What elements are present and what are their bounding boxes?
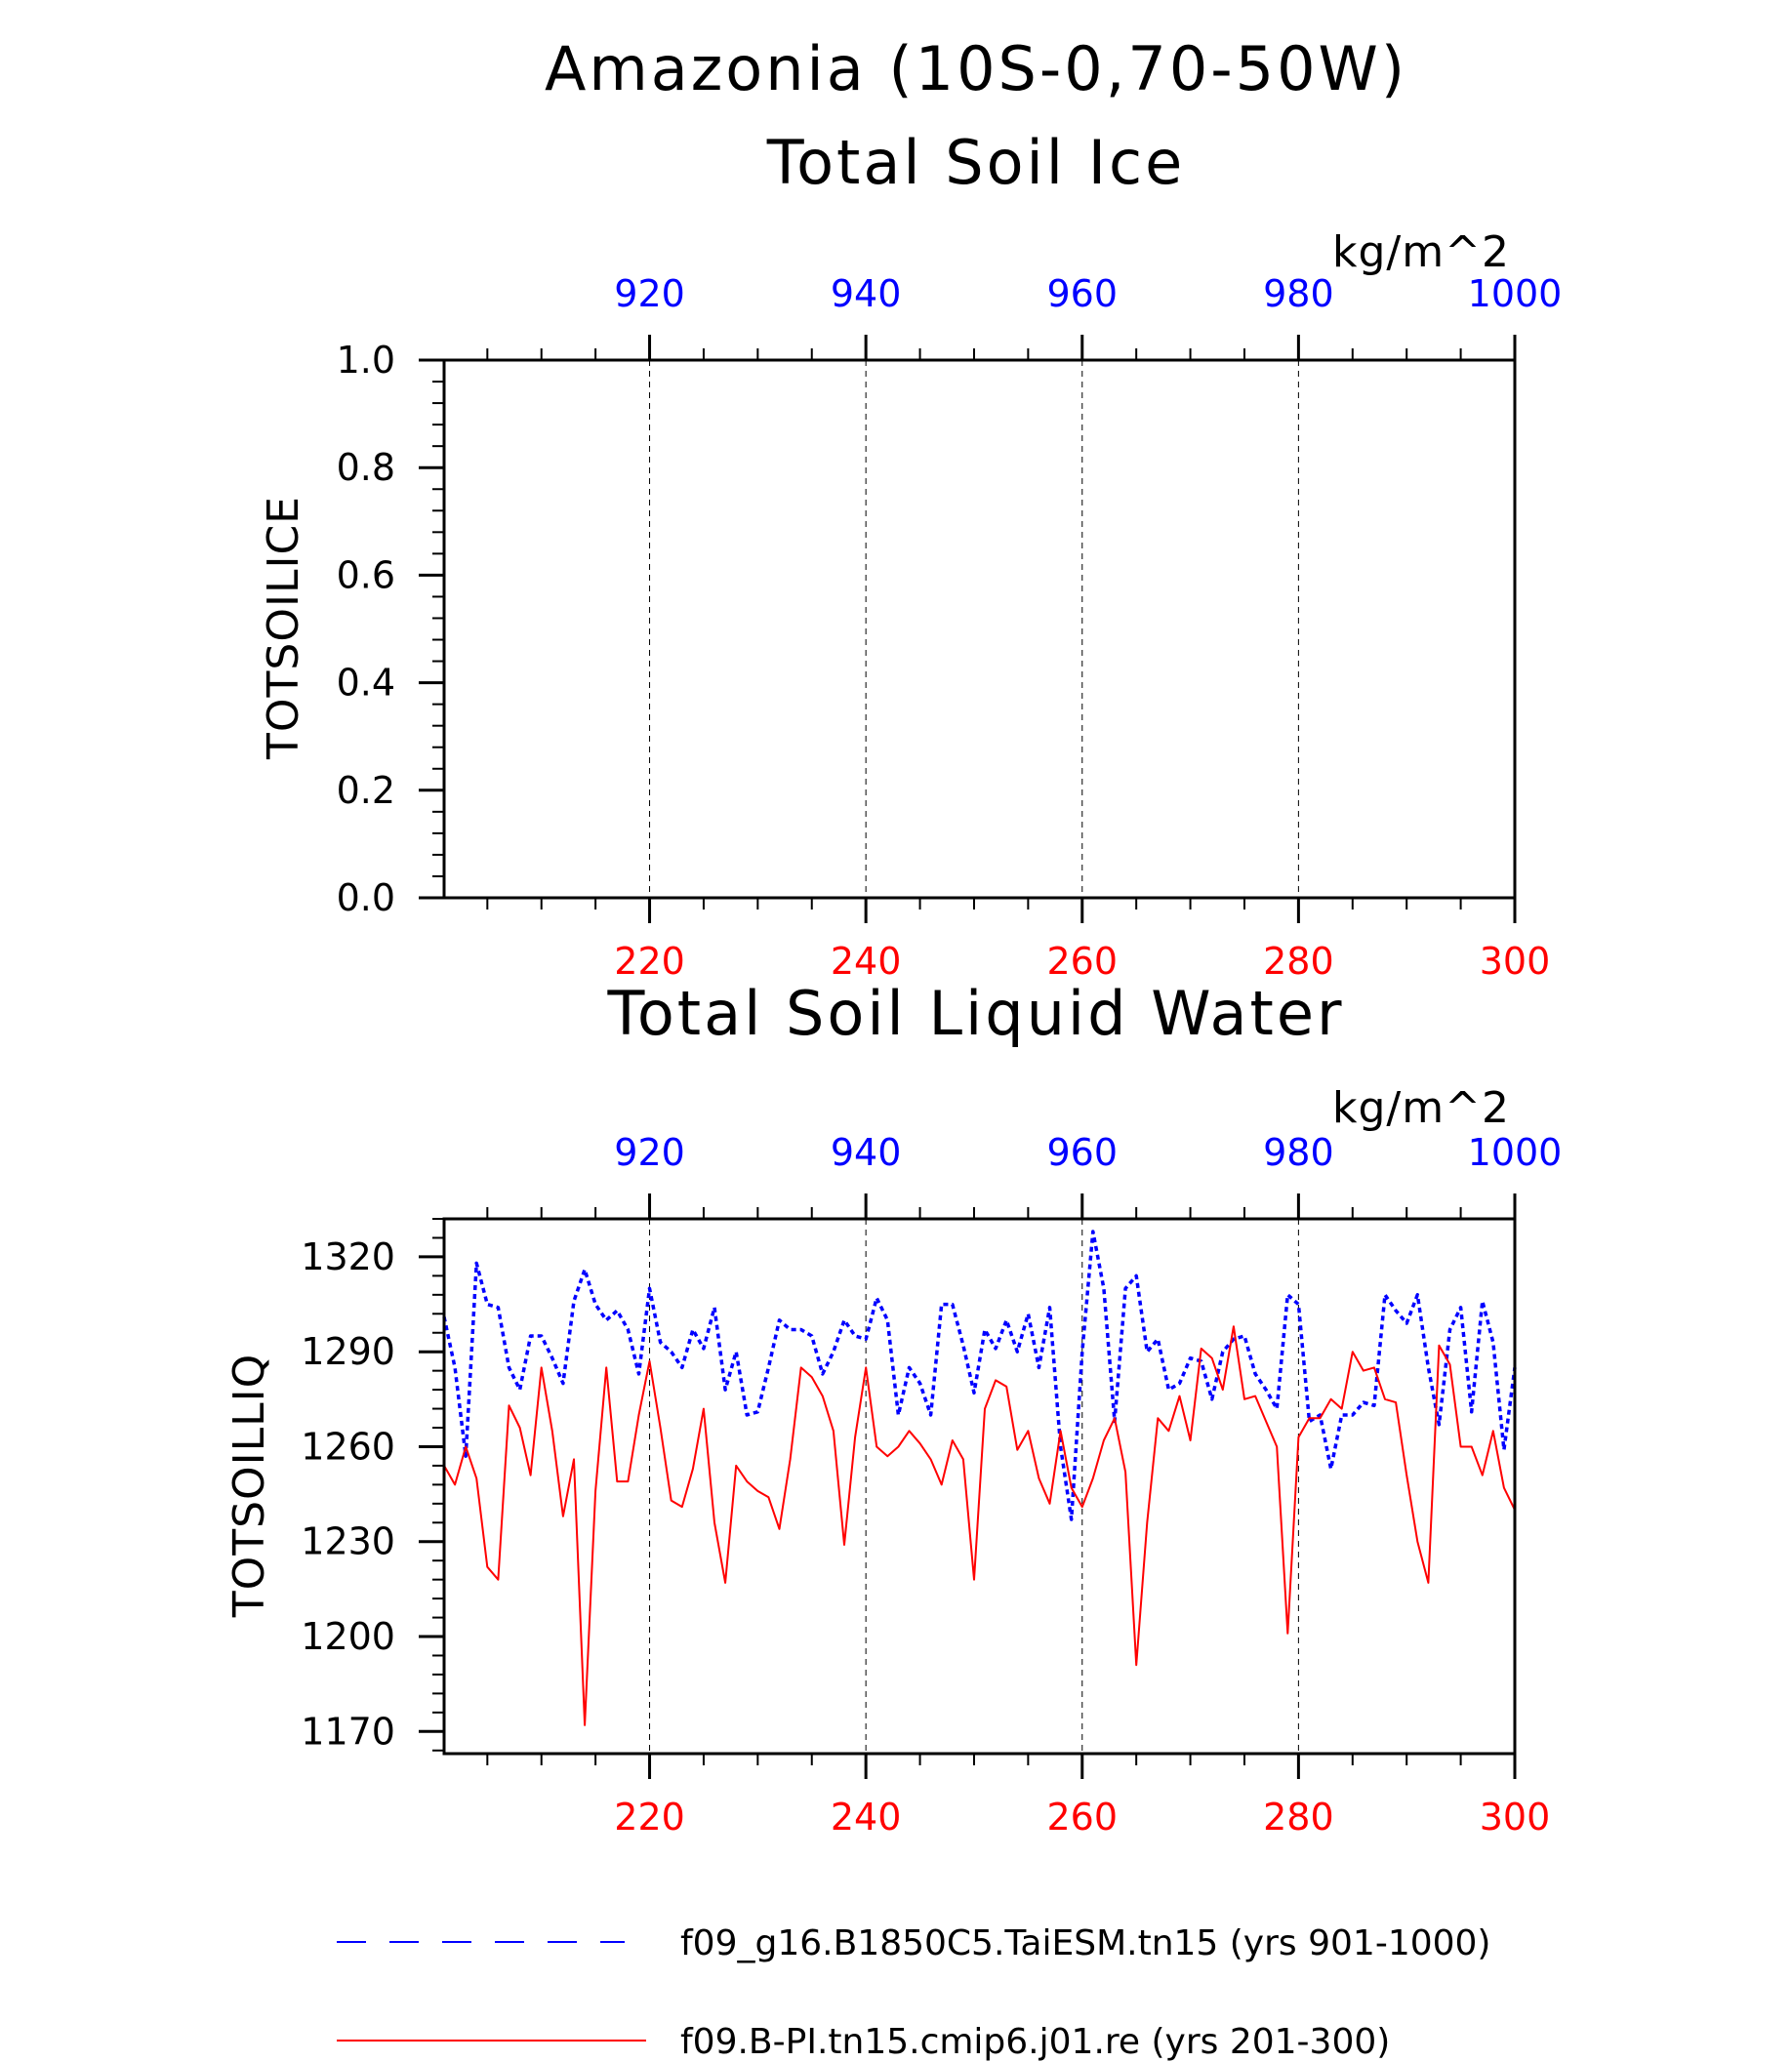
x-bottom-tick-label: 220 (614, 940, 685, 983)
grid (649, 360, 1299, 898)
x-bottom-tick-label: 300 (1480, 940, 1551, 983)
y-tick-label: 1170 (301, 1710, 395, 1753)
y-tick-label: 0.6 (337, 553, 395, 596)
panel-total-soil-ice: Total Soil Ice kg/m^2 TOTSOILICE 220 240 2… (259, 127, 1562, 983)
x-bottom-tick-label: 240 (831, 1796, 902, 1839)
units-label: kg/m^2 (1332, 1083, 1510, 1133)
legend: f09_g16.B1850C5.TaiESM.tn15 (yrs 901-100… (337, 1923, 1490, 2062)
series (442, 1230, 1517, 1726)
y-tick-label: 1320 (301, 1235, 395, 1278)
units-label: kg/m^2 (1332, 227, 1510, 277)
y-tick-label: 1290 (301, 1330, 395, 1373)
x-top-tick-label: 940 (831, 272, 902, 315)
x-bottom-tick-label: 300 (1480, 1796, 1551, 1839)
panel-title: Total Soil Liquid Water (607, 978, 1345, 1049)
y-tick-label: 1200 (301, 1615, 395, 1658)
x-bottom-tick-label: 240 (831, 940, 902, 983)
panel-total-soil-liquid-water: Total Soil Liquid Water kg/m^2 TOTSOILLI… (224, 978, 1562, 1839)
x-top-tick-label: 980 (1263, 272, 1334, 315)
x-top-tick-label: 1000 (1468, 272, 1563, 315)
x-top-tick-label: 980 (1263, 1131, 1334, 1174)
x-bottom-tick-label: 280 (1263, 940, 1334, 983)
plot-frame (442, 358, 1517, 900)
x-bottom-tick-label: 220 (614, 1796, 685, 1839)
main-title: Amazonia (10S-0,70-50W) (545, 33, 1407, 104)
y-tick-label: 0.2 (337, 769, 395, 812)
x-bottom-tick-label: 260 (1047, 1796, 1119, 1839)
y-tick-label: 1.0 (337, 339, 395, 382)
x-bottom-tick-label: 280 (1263, 1796, 1334, 1839)
x-top-tick-label: 960 (1047, 272, 1119, 315)
series-line-1 (443, 1325, 1516, 1726)
panel-title: Total Soil Ice (766, 127, 1185, 198)
y-axis-label: TOTSOILLIQ (224, 1354, 274, 1619)
y-axis-label: TOTSOILICE (259, 496, 308, 760)
y-tick-label: 1230 (301, 1520, 395, 1563)
y-tick-label: 0.8 (337, 446, 395, 489)
ticks (419, 1193, 1517, 1779)
grid (649, 1219, 1299, 1754)
legend-label: f09.B-PI.tn15.cmip6.j01.re (yrs 201-300) (680, 2022, 1390, 2062)
tick-labels: 220 240 260 280 300 920 940 960 980 1000 0.0 0.2 0.4… (337, 272, 1563, 983)
y-tick-label: 1260 (301, 1425, 395, 1468)
series-line-0 (442, 1230, 1517, 1521)
x-top-tick-label: 1000 (1468, 1131, 1563, 1174)
ticks (419, 335, 1517, 923)
x-top-tick-label: 960 (1047, 1131, 1119, 1174)
x-top-tick-label: 920 (614, 272, 685, 315)
legend-label: f09_g16.B1850C5.TaiESM.tn15 (yrs 901-100… (680, 1923, 1490, 1963)
plot-frame (442, 1217, 1517, 1756)
x-top-tick-label: 920 (614, 1131, 685, 1174)
x-top-tick-label: 940 (831, 1131, 902, 1174)
y-tick-label: 0.0 (337, 876, 395, 919)
y-tick-label: 0.4 (337, 662, 395, 705)
x-bottom-tick-label: 260 (1047, 940, 1119, 983)
tick-labels: 220 240 260 280 300 920 940 960 980 1000 1170 1200 1… (301, 1131, 1562, 1839)
